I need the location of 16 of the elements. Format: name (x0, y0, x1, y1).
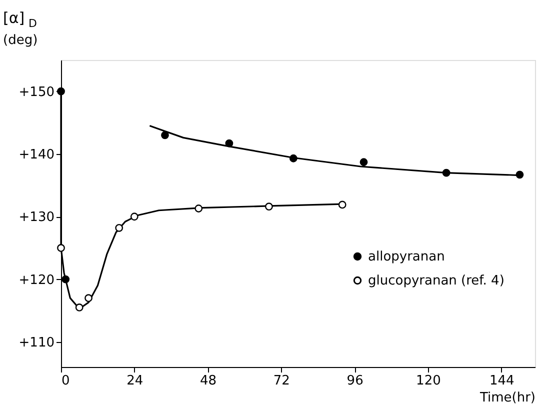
legend-label: glucopyranan (ref. 4) (368, 274, 504, 288)
y-tick-label: +120 (18, 272, 54, 288)
x-tick-label: 120 (416, 374, 441, 388)
x-tick-label: 72 (273, 374, 290, 388)
y-axis-title: [α]D (deg) (3, 9, 38, 48)
legend-label: allopyranan (368, 250, 445, 264)
y-tick-label: +130 (18, 210, 54, 226)
x-tick-label: 96 (346, 374, 364, 388)
y-tick-label: +140 (18, 147, 54, 162)
x-axis-title: Time(hr) (478, 390, 536, 406)
y-tick-label: +150 (18, 84, 54, 100)
x-tick-label: 144 (489, 374, 514, 388)
y-tick-label: +110 (18, 335, 54, 350)
x-tick-label: 48 (200, 374, 217, 388)
x-tick-label: 24 (126, 374, 144, 388)
x-tick-label: 0 (62, 374, 70, 388)
